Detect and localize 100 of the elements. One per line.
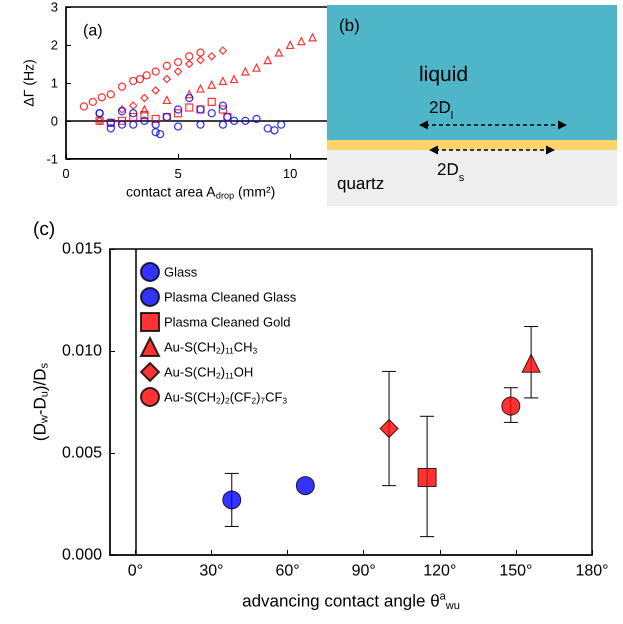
y-tick-label: 0.000 [62,546,102,564]
point [174,67,182,76]
point [252,64,261,72]
point [501,396,520,416]
point [152,114,160,124]
point [98,93,106,102]
point [129,120,138,129]
point [274,48,284,57]
point [140,111,149,120]
point [241,116,250,125]
y-axis-title: (Dw-Du)/Ds [30,362,50,442]
point [152,128,160,136]
point [152,120,160,129]
x-tick-label: 120° [423,562,456,580]
x-tick-label: 30° [199,562,224,580]
y-tick-label: 0 [50,113,58,128]
point [270,126,279,134]
point [185,52,194,60]
y-axis-title: ΔΓ (Hz) [20,59,37,107]
point [196,120,205,129]
point [162,74,171,84]
point [88,98,97,106]
x-tick-label: 60° [275,562,300,580]
point [174,58,182,66]
point [129,76,138,86]
x-tick-label: 90° [352,562,376,580]
point [129,109,138,118]
legend-label: Glass [164,264,198,280]
point [208,80,216,89]
point [152,86,160,95]
y-tick-label: 3 [50,0,58,14]
point [218,46,228,55]
point [140,116,149,125]
point [118,82,126,91]
point [241,67,250,76]
y-tick-label: 0.015 [62,240,102,258]
text: 2D$_{s}$ [437,160,465,184]
point [162,96,171,104]
point [218,105,228,114]
point [230,74,238,84]
point [80,102,88,110]
point [296,476,315,496]
point [218,76,228,86]
point [156,130,164,138]
point [308,33,317,42]
point [152,67,160,76]
point [264,124,272,132]
point [252,114,261,124]
point [196,56,205,64]
point [129,112,138,122]
text: quartz [337,174,384,193]
y-tick-label: 1 [50,75,58,90]
point [185,94,194,102]
text: 2D$_{l}$ [429,98,454,122]
point [264,56,272,64]
point [129,102,138,110]
chart-title: (c) [33,219,56,240]
point [140,94,149,102]
x-tick-label: 180° [575,562,609,580]
point [277,120,286,129]
point [185,90,194,98]
point [106,90,115,98]
point [174,122,182,131]
point [118,120,126,129]
point [522,354,541,373]
point [286,40,294,50]
point [185,103,194,112]
text: liquid [419,63,468,86]
point [230,116,238,125]
point [174,109,182,118]
x-tick-label: 150° [499,562,532,580]
x-tick-label: 5 [174,166,182,181]
y-tick-label: 0.010 [62,342,102,360]
point [185,60,194,68]
y-tick-label: 2 [50,37,58,52]
point [140,105,149,114]
legend-label: Plasma Cleaned Glass [164,290,297,304]
point [118,116,126,125]
point [208,98,216,106]
point [136,74,144,84]
text: (a) [83,22,103,40]
x-tick-label: 0° [128,562,144,580]
text: (b) [339,16,360,35]
y-tick-label: -1 [46,151,58,166]
point [418,468,437,487]
point [196,84,205,93]
point [208,52,216,60]
point [218,120,228,129]
point [174,105,182,114]
point [222,490,242,510]
legend-label: Plasma Cleaned Gold [164,314,290,330]
point [208,109,216,118]
point [297,37,306,46]
x-tick-label: 10 [282,166,298,181]
y-tick-label: 0.005 [62,444,102,462]
point [196,48,205,57]
point [106,124,115,132]
point [142,71,151,80]
point [380,419,399,438]
point [218,102,228,110]
